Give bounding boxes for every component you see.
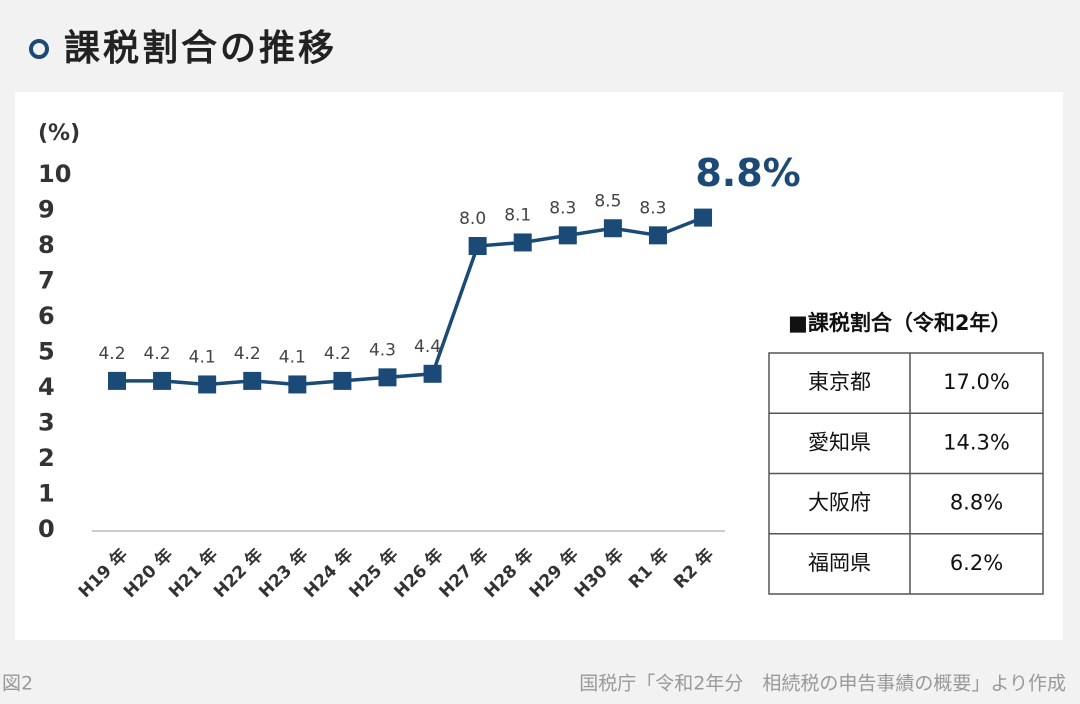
marker (423, 364, 442, 383)
y-tick-label: 5 (38, 338, 55, 366)
table-cell: 6.2% (950, 551, 1003, 575)
value-label: 4.4 (414, 337, 441, 357)
figure-label: 図2 (2, 673, 33, 695)
marker (468, 237, 487, 255)
table-title: ■課税割合（令和2年） (788, 311, 1011, 335)
y-tick-label: 2 (38, 444, 55, 472)
marker (513, 233, 532, 252)
title-icon (29, 39, 49, 59)
y-tick-label: 9 (38, 196, 55, 224)
y-tick-label: 1 (38, 480, 55, 508)
value-label: 4.2 (324, 344, 351, 364)
value-label: 4.1 (189, 347, 216, 367)
value-label: 4.2 (144, 344, 171, 364)
value-label: 8.5 (594, 191, 621, 211)
marker (198, 375, 217, 394)
value-label: 8.8% (695, 151, 800, 195)
value-label: 8.3 (639, 198, 666, 218)
value-label: 8.3 (549, 198, 576, 218)
y-tick-label: 4 (38, 373, 55, 401)
value-label: 4.2 (98, 344, 125, 364)
page-title: 課税割合の推移 (64, 28, 337, 69)
source: 国税庁「令和2年分 相続税の申告事績の概要」より作成 (579, 673, 1066, 695)
y-tick-label: 10 (38, 160, 71, 188)
table-cell: 14.3% (943, 430, 1010, 454)
marker (108, 371, 126, 390)
table-cell: 8.8% (950, 491, 1003, 515)
value-label: 4.3 (369, 340, 396, 360)
y-tick-label: 8 (38, 231, 55, 259)
marker (558, 226, 577, 245)
marker (288, 375, 307, 394)
marker (378, 368, 397, 387)
y-tick-label: 7 (38, 267, 55, 295)
y-axis-label: (%) (38, 121, 80, 146)
table-cell: 東京都 (808, 370, 871, 394)
table-cell: 大阪府 (808, 491, 871, 515)
table-cell: 福岡県 (808, 551, 871, 575)
marker (603, 219, 622, 238)
value-label: 8.1 (504, 205, 531, 225)
table-cell: 愛知県 (808, 430, 871, 454)
y-tick-label: 0 (38, 515, 55, 543)
marker (243, 371, 262, 390)
table: 東京都 17.0% 愛知県 14.3% 大阪府 8.8% 福岡県 6.2% (768, 352, 1044, 595)
panel (15, 92, 1063, 640)
table-cell: 17.0% (943, 370, 1010, 394)
value-label: 4.1 (279, 347, 306, 367)
marker (153, 371, 172, 390)
marker (333, 371, 352, 390)
y-tick-label: 3 (38, 409, 55, 437)
marker (694, 208, 713, 227)
y-tick-label: 6 (38, 302, 55, 330)
value-label: 4.2 (234, 344, 261, 364)
marker (648, 226, 667, 245)
value-label: 8.0 (459, 209, 486, 229)
